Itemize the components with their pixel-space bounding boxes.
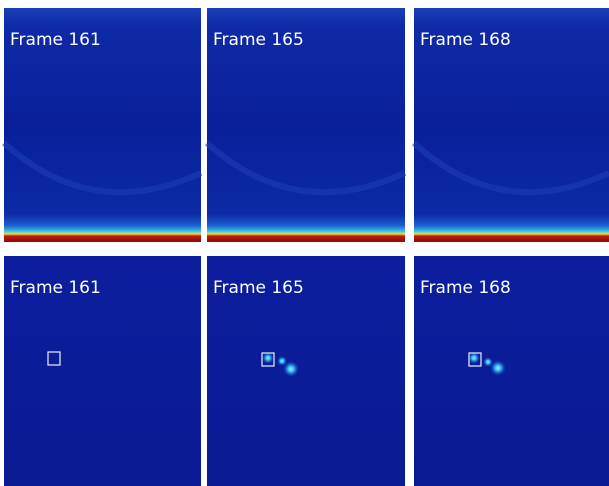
frame-label: Frame 168 [420, 278, 511, 298]
highlight-blob [262, 352, 274, 364]
frame-image [4, 256, 201, 486]
wave-arc [411, 140, 609, 196]
frame-label: Frame 165 [213, 278, 304, 298]
frame-label: Frame 168 [420, 30, 511, 50]
wave-arc [1, 140, 203, 196]
roi-box [468, 352, 482, 367]
highlight-blob [277, 356, 287, 366]
highlight-blob [490, 360, 506, 376]
frame-label: Frame 161 [10, 30, 101, 50]
roi-box [261, 352, 275, 367]
highlight-blob [468, 352, 480, 364]
wave-arc [204, 140, 407, 196]
frame-image [414, 8, 609, 242]
highlight-blob [283, 361, 299, 377]
roi-box [47, 351, 61, 366]
frame-image [4, 8, 201, 242]
frame-label: Frame 165 [213, 30, 304, 50]
highlight-blob [483, 357, 493, 367]
frame-image [207, 256, 405, 486]
frame-image [414, 256, 609, 486]
frame-label: Frame 161 [10, 278, 101, 298]
frame-image [207, 8, 405, 242]
